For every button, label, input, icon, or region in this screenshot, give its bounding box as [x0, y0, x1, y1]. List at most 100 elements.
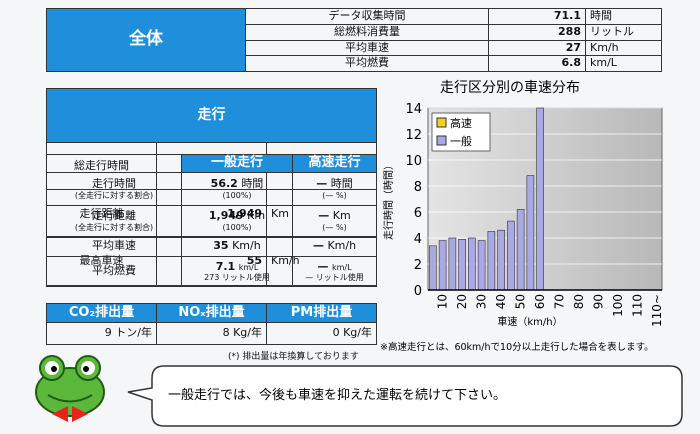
x-axis-label: 車速（km/h） [497, 315, 562, 328]
note: (100%) [222, 190, 252, 200]
value: — [318, 209, 330, 223]
legend-swatch [436, 117, 447, 128]
bar [536, 107, 544, 291]
note: (100%) [222, 222, 252, 232]
unit: Km/h [585, 39, 662, 57]
unit: 時間 [585, 8, 662, 25]
label: 走行距離 [92, 209, 136, 223]
chart-note: ※高速走行とは、60km/hで10分以上走行した場合を表します。 [380, 341, 654, 353]
highway-cell: — Km (— %) [292, 205, 377, 237]
value: 9 [104, 326, 112, 340]
value: 56.2 [210, 177, 238, 191]
label: 平均燃費 [245, 55, 489, 72]
value: 8 [222, 326, 230, 340]
value: 7.1 [215, 259, 236, 273]
note: (全走行に対する割合) [74, 222, 154, 232]
value: 0 [332, 326, 340, 340]
message: 一般走行では、今後も車速を抑えた運転を続けて下さい。 [168, 387, 506, 403]
value: — [312, 239, 324, 253]
highway-cell: — 時間 (— %) [292, 172, 377, 206]
note: (— %) [322, 190, 347, 200]
value: — [316, 177, 328, 191]
emissions-box: CO₂排出量 NOₓ排出量 PM排出量 9 トン/年 8 Kg/年 0 Kg/年 [46, 303, 377, 345]
summary-table: 全体 データ収集時間 71.1 時間 総燃料消費量 288 リットル 平均車速 27 Km/… [46, 8, 662, 72]
label: データ収集時間 [245, 8, 489, 25]
emissions-table: CO₂排出量 NOₓ排出量 PM排出量 9 トン/年 8 Kg/年 0 Kg/年 [46, 303, 377, 345]
unit: Kg/年 [343, 326, 372, 340]
legend-label: 高速 [450, 116, 472, 130]
emission-header: CO₂排出量 [46, 303, 157, 323]
y-tick-label: 12 [405, 128, 422, 143]
bar [507, 220, 515, 291]
summary-box: 全体 データ収集時間 71.1 時間 総燃料消費量 288 リットル 平均車速 27 Km/… [46, 8, 662, 72]
column-header: 高速走行 [292, 154, 377, 173]
detail-box: 一般走行 高速走行 走行時間 (全走行に対する割合) 56.2 時間 (100%) —… [46, 154, 377, 287]
emission-header: PM排出量 [266, 303, 377, 323]
summary-title: 全体 [46, 8, 246, 72]
bar [516, 209, 525, 291]
y-tick-label: 4 [414, 232, 422, 247]
bar [429, 245, 437, 291]
bar [487, 231, 496, 291]
x-tick-label: 50 [514, 294, 528, 309]
unit: Km [332, 209, 351, 223]
y-tick-label: 2 [414, 258, 422, 273]
x-tick-label: 110 [631, 294, 645, 317]
unit: km/L [585, 55, 662, 72]
label-cell: 走行時間 (全走行に対する割合) [46, 172, 182, 206]
x-tick-label: 10 [436, 294, 450, 309]
chart-title: 走行区分別の車速分布 [440, 79, 580, 96]
label: 総燃料消費量 [245, 24, 489, 41]
y-tick-label: 6 [414, 206, 422, 221]
y-tick-label: 10 [405, 154, 422, 169]
general-cell: 56.2 時間 (100%) [181, 172, 293, 206]
unit: km/L [331, 262, 352, 272]
emissions-note: (*) 排出量は年換算しております [228, 352, 359, 362]
bar [526, 175, 535, 291]
unit: Kg/年 [233, 326, 262, 340]
unit: 時間 [330, 177, 353, 191]
x-tick-label: 60 [533, 294, 547, 309]
detail-table: 一般走行 高速走行 走行時間 (全走行に対する割合) 56.2 時間 (100%) —… [46, 154, 377, 287]
value: 1,949 [208, 209, 244, 223]
value: 6.8 [488, 55, 586, 72]
value: 27 [488, 39, 586, 57]
label: 平均燃費 [46, 256, 182, 287]
general-cell: 7.1 km/L 273 リットル使用 [181, 256, 293, 287]
x-tick-label: 100 [611, 294, 625, 317]
note: (全走行に対する割合) [74, 190, 154, 200]
bar [448, 237, 457, 291]
bar [477, 240, 486, 291]
general-cell: 1,949 Km (100%) [181, 205, 293, 237]
emission-cell: 0 Kg/年 [266, 322, 377, 345]
y-tick-label: 0 [414, 284, 422, 299]
unit: 時間 [241, 177, 264, 191]
y-tick-label: 8 [414, 180, 422, 195]
unit: Km/h [232, 239, 261, 253]
column-header: 一般走行 [181, 154, 293, 173]
emission-cell: 9 トン/年 [46, 322, 157, 345]
unit: トン/年 [115, 326, 152, 340]
unit: Km [247, 209, 266, 223]
bar [497, 229, 505, 291]
note: — リットル使用 [305, 273, 364, 283]
x-tick-label: 80 [572, 294, 586, 309]
x-tick-label: 20 [455, 294, 469, 309]
legend-swatch [436, 135, 447, 146]
frog [35, 355, 105, 422]
highway-cell: — km/L — リットル使用 [292, 256, 377, 287]
y-tick-label: 14 [405, 102, 422, 117]
driving-title: 走行 [46, 88, 377, 143]
x-tick-label: 90 [592, 294, 606, 309]
label-cell: 走行距離 (全走行に対する割合) [46, 205, 182, 237]
unit: Km/h [327, 239, 357, 253]
x-tick-label: 40 [494, 294, 508, 309]
label: 走行時間 [92, 177, 136, 191]
legend-label: 一般 [450, 135, 472, 148]
speech-bubble [127, 365, 683, 427]
bar [458, 239, 466, 291]
bar [438, 240, 447, 291]
